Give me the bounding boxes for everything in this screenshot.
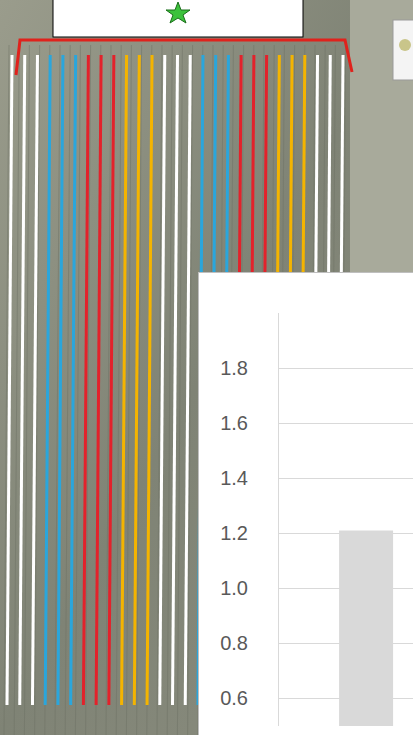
svg-text:1.6: 1.6 <box>220 412 248 434</box>
svg-text:1.0: 1.0 <box>220 577 248 599</box>
svg-text:1.4: 1.4 <box>220 467 248 489</box>
svg-text:1.2: 1.2 <box>220 522 248 544</box>
svg-text:0.8: 0.8 <box>220 632 248 654</box>
svg-text:0.6: 0.6 <box>220 687 248 709</box>
svg-text:1.8: 1.8 <box>220 357 248 379</box>
